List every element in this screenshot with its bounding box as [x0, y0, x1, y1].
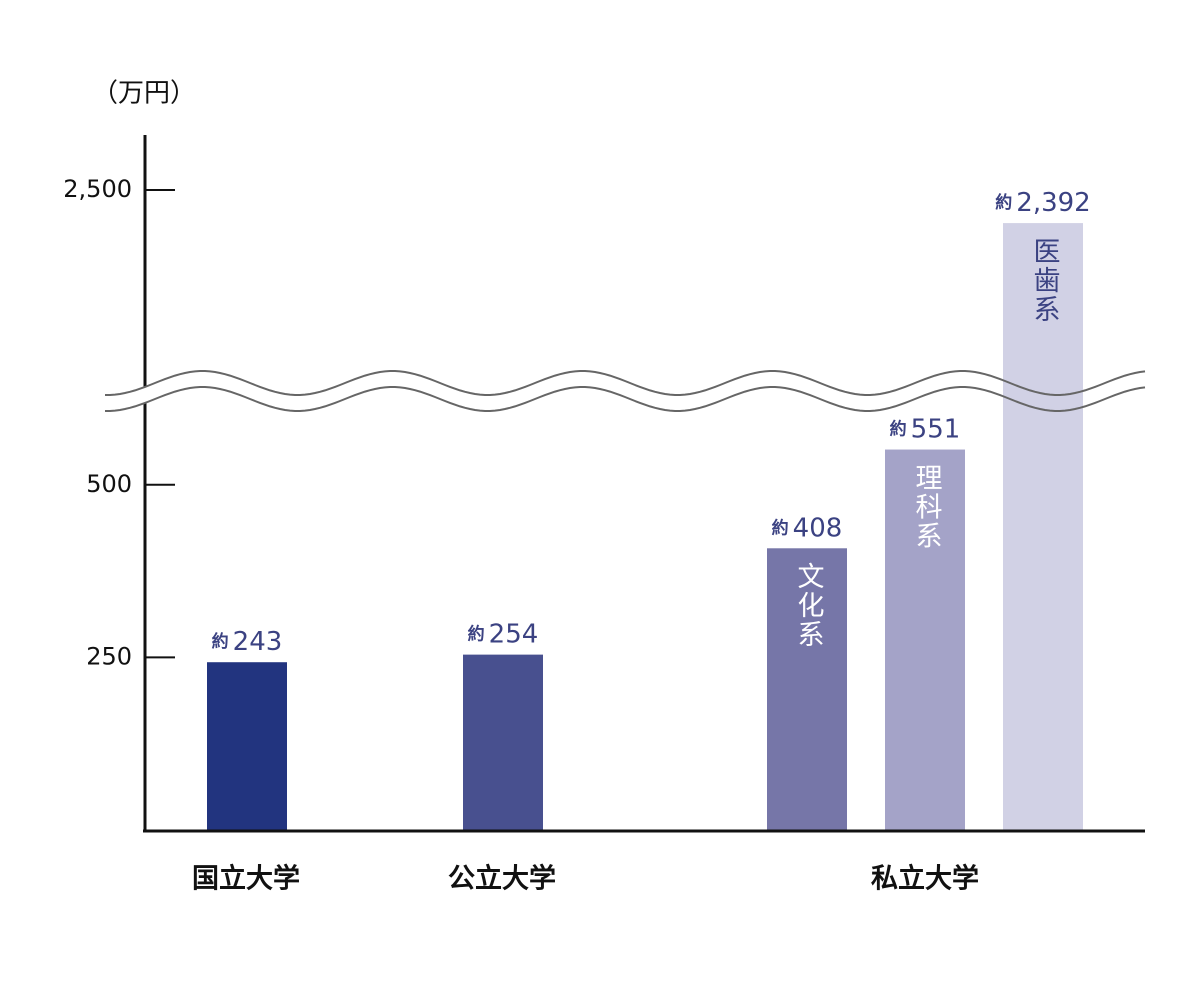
bar [885, 449, 965, 830]
value-label: 約 551 [890, 414, 961, 444]
group-label: 公立大学 [448, 863, 556, 895]
bar-name: 理科系 [911, 464, 943, 551]
bar [1003, 223, 1083, 830]
group-label: 国立大学 [192, 863, 300, 895]
y-tick-label: 250 [86, 642, 132, 670]
bar-name: 医歯系 [1029, 237, 1060, 324]
value-prefix: 約 [772, 517, 789, 538]
break-line [105, 370, 1146, 396]
y-tick-label: 500 [86, 470, 132, 498]
value-number: 243 [233, 627, 283, 657]
value-number: 551 [911, 414, 961, 444]
value-number: 254 [489, 619, 539, 649]
value-label: 約 254 [468, 619, 539, 649]
group-label: 私立大学 [871, 863, 979, 895]
bar [767, 548, 847, 830]
break-gap [105, 375, 175, 411]
y-unit: （万円） [92, 79, 196, 109]
value-number: 2,392 [1016, 188, 1090, 218]
bar [463, 654, 543, 830]
value-prefix: 約 [890, 419, 907, 440]
value-label: 約 243 [212, 627, 283, 657]
y-tick-label: 2,500 [63, 175, 132, 203]
value-prefix: 約 [995, 192, 1012, 213]
bar-name: 文化系 [793, 562, 825, 649]
break-line [105, 386, 1146, 412]
value-prefix: 約 [468, 624, 485, 645]
value-number: 408 [793, 513, 843, 543]
value-label: 約 408 [772, 513, 843, 543]
bar [207, 662, 287, 830]
value-prefix: 約 [212, 631, 229, 652]
value-label: 約 2,392 [995, 188, 1090, 218]
